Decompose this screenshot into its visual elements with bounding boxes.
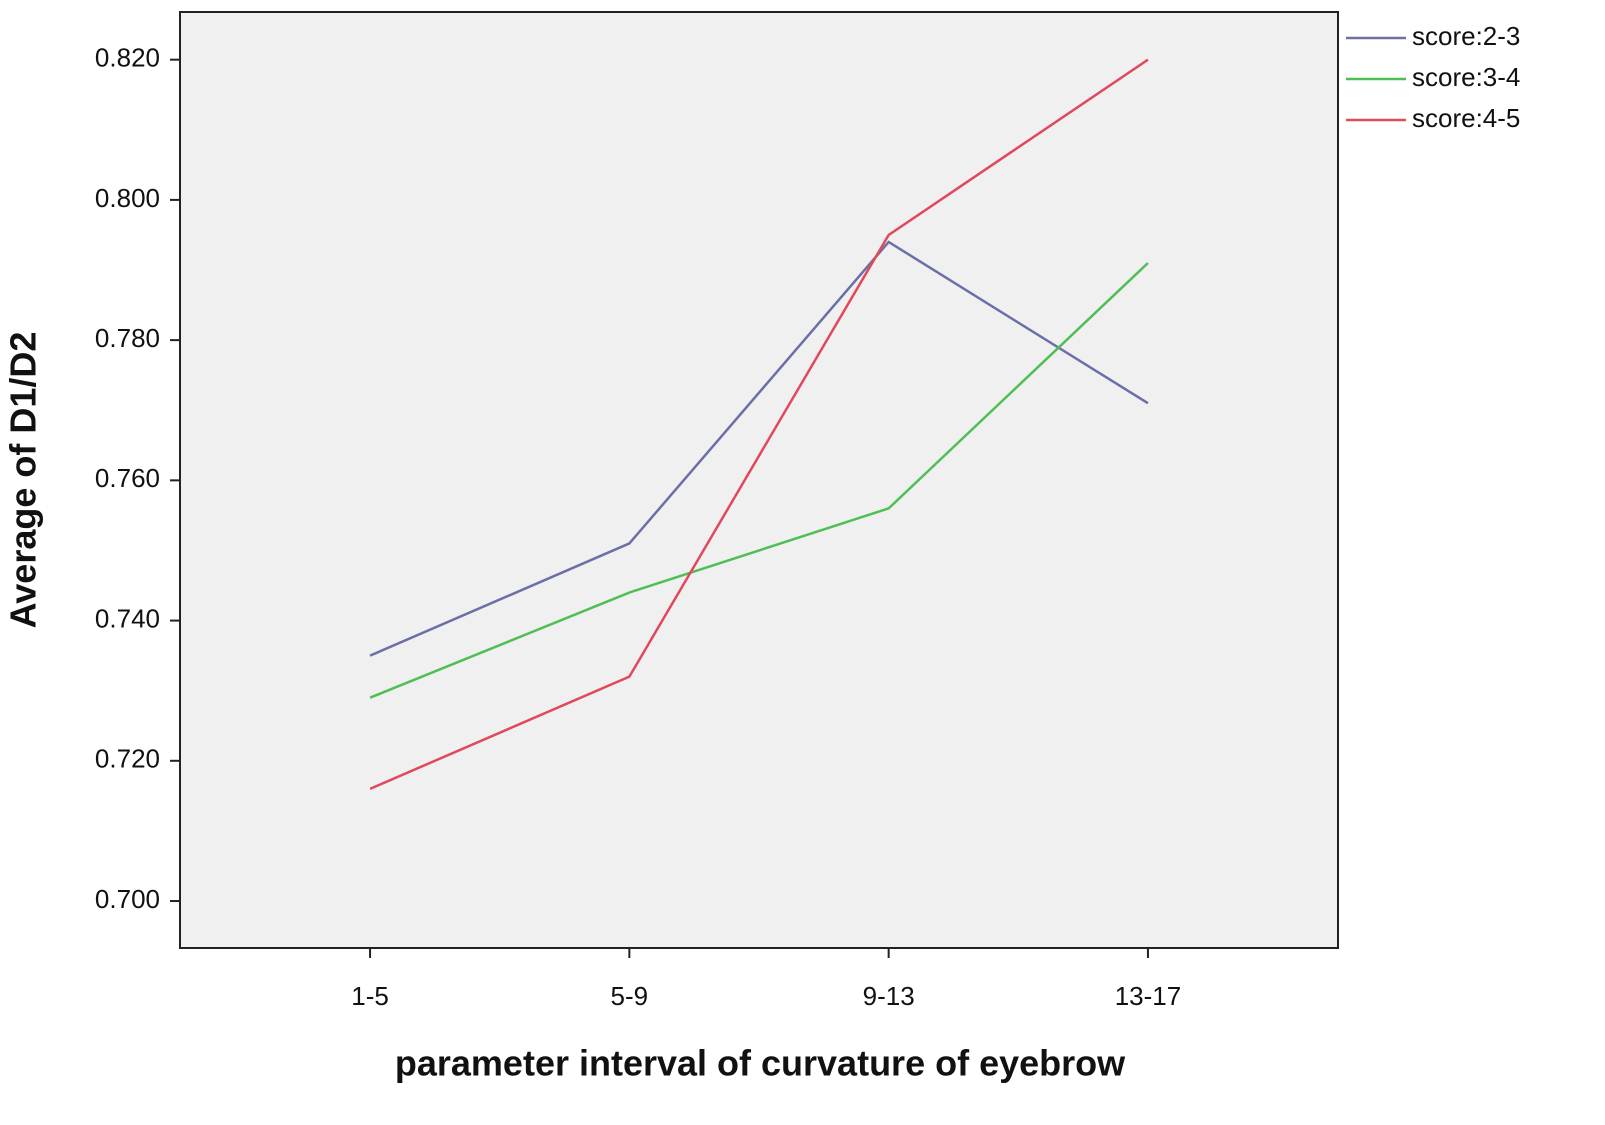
data-line bbox=[369, 240, 1149, 657]
y-tick-label: 0.720 bbox=[95, 744, 160, 774]
y-tick-label: 0.740 bbox=[95, 603, 160, 633]
x-axis-title: parameter interval of curvature of eyebr… bbox=[395, 1043, 1126, 1084]
legend-label: score:2-3 bbox=[1412, 21, 1520, 51]
y-tick-label: 0.760 bbox=[95, 463, 160, 493]
y-axis-title: Average of D1/D2 bbox=[3, 332, 44, 629]
y-tick-label: 0.820 bbox=[95, 43, 160, 73]
x-tick-label: 1-5 bbox=[351, 981, 389, 1011]
x-tick-label: 5-9 bbox=[611, 981, 649, 1011]
x-tick-label: 9-13 bbox=[863, 981, 915, 1011]
y-tick-label: 0.800 bbox=[95, 183, 160, 213]
x-tick-label: 13-17 bbox=[1115, 981, 1182, 1011]
data-line bbox=[369, 262, 1149, 699]
data-line bbox=[369, 58, 1149, 790]
y-tick-label: 0.780 bbox=[95, 323, 160, 353]
plot-area bbox=[179, 11, 1339, 949]
legend-label: score:4-5 bbox=[1412, 103, 1520, 133]
y-tick-label: 0.700 bbox=[95, 884, 160, 914]
legend-label: score:3-4 bbox=[1412, 62, 1520, 92]
